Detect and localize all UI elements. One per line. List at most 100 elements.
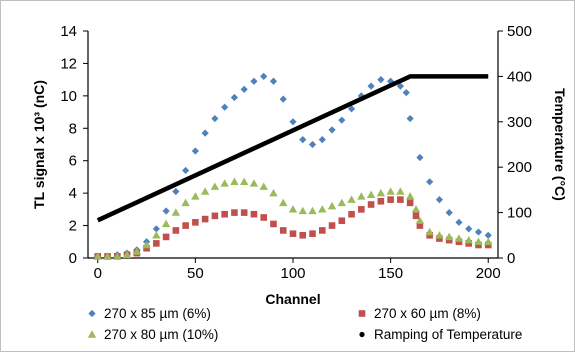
triangle-point bbox=[347, 195, 356, 203]
diamond-point bbox=[279, 95, 287, 103]
square-point bbox=[367, 201, 375, 208]
diamond-point bbox=[88, 309, 96, 318]
square-point bbox=[250, 210, 258, 218]
right-y-tick-label: 200 bbox=[507, 159, 532, 176]
right-y-tick-label: 100 bbox=[507, 205, 532, 222]
triangle-point bbox=[191, 192, 200, 200]
x-tick-label: 150 bbox=[378, 265, 403, 282]
diamond-point bbox=[289, 118, 297, 126]
triangle-point bbox=[249, 179, 259, 187]
square-point bbox=[358, 206, 365, 213]
series-1 bbox=[94, 196, 492, 260]
triangle-point bbox=[259, 182, 268, 190]
diamond-point bbox=[269, 77, 278, 85]
diamond-point bbox=[172, 187, 180, 196]
diamond-point bbox=[182, 166, 190, 175]
left-y-tick-label: 10 bbox=[60, 88, 77, 105]
triangle-point bbox=[181, 198, 190, 207]
right-y-tick-label: 0 bbox=[507, 250, 515, 267]
x-tick-label: 0 bbox=[94, 265, 102, 282]
square-point bbox=[318, 227, 326, 234]
square-point bbox=[289, 230, 297, 237]
diamond-point bbox=[387, 77, 395, 85]
diamond-point bbox=[426, 178, 434, 186]
right-y-tick-label: 300 bbox=[507, 114, 532, 131]
square-point bbox=[484, 241, 492, 249]
diamond-point bbox=[328, 126, 336, 134]
triangle-point bbox=[269, 188, 278, 197]
triangle-point bbox=[87, 330, 97, 338]
triangle-point bbox=[318, 205, 327, 213]
triangle-point bbox=[200, 187, 210, 195]
square-point bbox=[211, 212, 219, 220]
triangle-point bbox=[210, 182, 220, 190]
diamond-point bbox=[445, 209, 453, 217]
square-point bbox=[260, 214, 268, 221]
diamond-point bbox=[396, 82, 404, 90]
square-point bbox=[221, 210, 228, 218]
triangle-point bbox=[279, 198, 288, 207]
square-point bbox=[172, 227, 180, 234]
triangle-point bbox=[142, 240, 151, 249]
triangle-point bbox=[435, 231, 444, 239]
x-tick-label: 50 bbox=[187, 265, 204, 282]
triangle-point bbox=[464, 235, 473, 244]
triangle-point bbox=[113, 252, 122, 260]
square-point bbox=[182, 222, 189, 229]
diamond-point bbox=[435, 196, 444, 204]
triangle-point bbox=[357, 192, 366, 200]
triangle-point bbox=[454, 234, 464, 242]
series-2 bbox=[93, 177, 493, 260]
left-y-axis-label: TL signal x 10³ (nC) bbox=[31, 80, 47, 209]
left-y-tick-label: 6 bbox=[69, 153, 77, 170]
legend: 270 x 85 µm (6%) 270 x 60 µm (8%) 270 x 80… bbox=[87, 306, 522, 342]
triangle-point bbox=[298, 206, 307, 215]
triangle-point bbox=[366, 190, 376, 198]
diamond-point bbox=[260, 72, 268, 80]
triangle-point bbox=[411, 205, 421, 213]
right-y-axis-label: Temperature (°C) bbox=[552, 88, 568, 201]
square-point bbox=[358, 310, 366, 317]
diamond-point bbox=[484, 231, 492, 239]
diamond-point bbox=[152, 225, 160, 233]
diamond-point bbox=[230, 93, 239, 102]
diamond-point bbox=[402, 89, 410, 97]
diamond-point bbox=[318, 136, 326, 144]
triangle-point bbox=[288, 205, 298, 213]
triangle-point bbox=[152, 231, 161, 239]
x-tick-label: 200 bbox=[476, 265, 501, 282]
triangle-point bbox=[239, 177, 249, 185]
diamond-point bbox=[406, 114, 414, 123]
plot-area: 0 50 100 150 200 0 2 4 6 8 10 12 14 0 100 200 300 400 500 bbox=[60, 23, 532, 282]
square-point bbox=[387, 196, 394, 203]
legend-label: 270 x 80 µm (10%) bbox=[104, 327, 218, 342]
triangle-point bbox=[444, 232, 454, 241]
square-point bbox=[299, 232, 307, 239]
square-point bbox=[328, 222, 336, 229]
triangle-point bbox=[337, 198, 347, 207]
legend-item: Ramping of Temperature bbox=[359, 327, 522, 342]
triangle-point bbox=[425, 227, 434, 236]
left-y-tick-label: 12 bbox=[60, 55, 77, 72]
triangle-point bbox=[93, 252, 102, 260]
diamond-point bbox=[250, 77, 258, 85]
x-axis-label: Channel bbox=[265, 291, 320, 307]
legend-item: 270 x 80 µm (10%) bbox=[87, 327, 218, 342]
square-point bbox=[270, 220, 277, 228]
triangle-point bbox=[376, 188, 386, 197]
square-point bbox=[436, 235, 443, 242]
square-point bbox=[192, 219, 199, 226]
left-y-tick-label: 0 bbox=[69, 250, 77, 267]
triangle-point bbox=[171, 208, 181, 216]
legend-label: 270 x 85 µm (6%) bbox=[104, 306, 211, 321]
left-y-tick-label: 14 bbox=[60, 23, 77, 40]
square-point bbox=[162, 233, 170, 241]
right-y-tick-label: 400 bbox=[507, 68, 532, 85]
triangle-point bbox=[396, 187, 405, 195]
square-point bbox=[279, 227, 287, 234]
triangle-point bbox=[484, 237, 493, 245]
square-point bbox=[465, 240, 473, 247]
diamond-point bbox=[465, 225, 473, 233]
square-point bbox=[201, 215, 209, 223]
